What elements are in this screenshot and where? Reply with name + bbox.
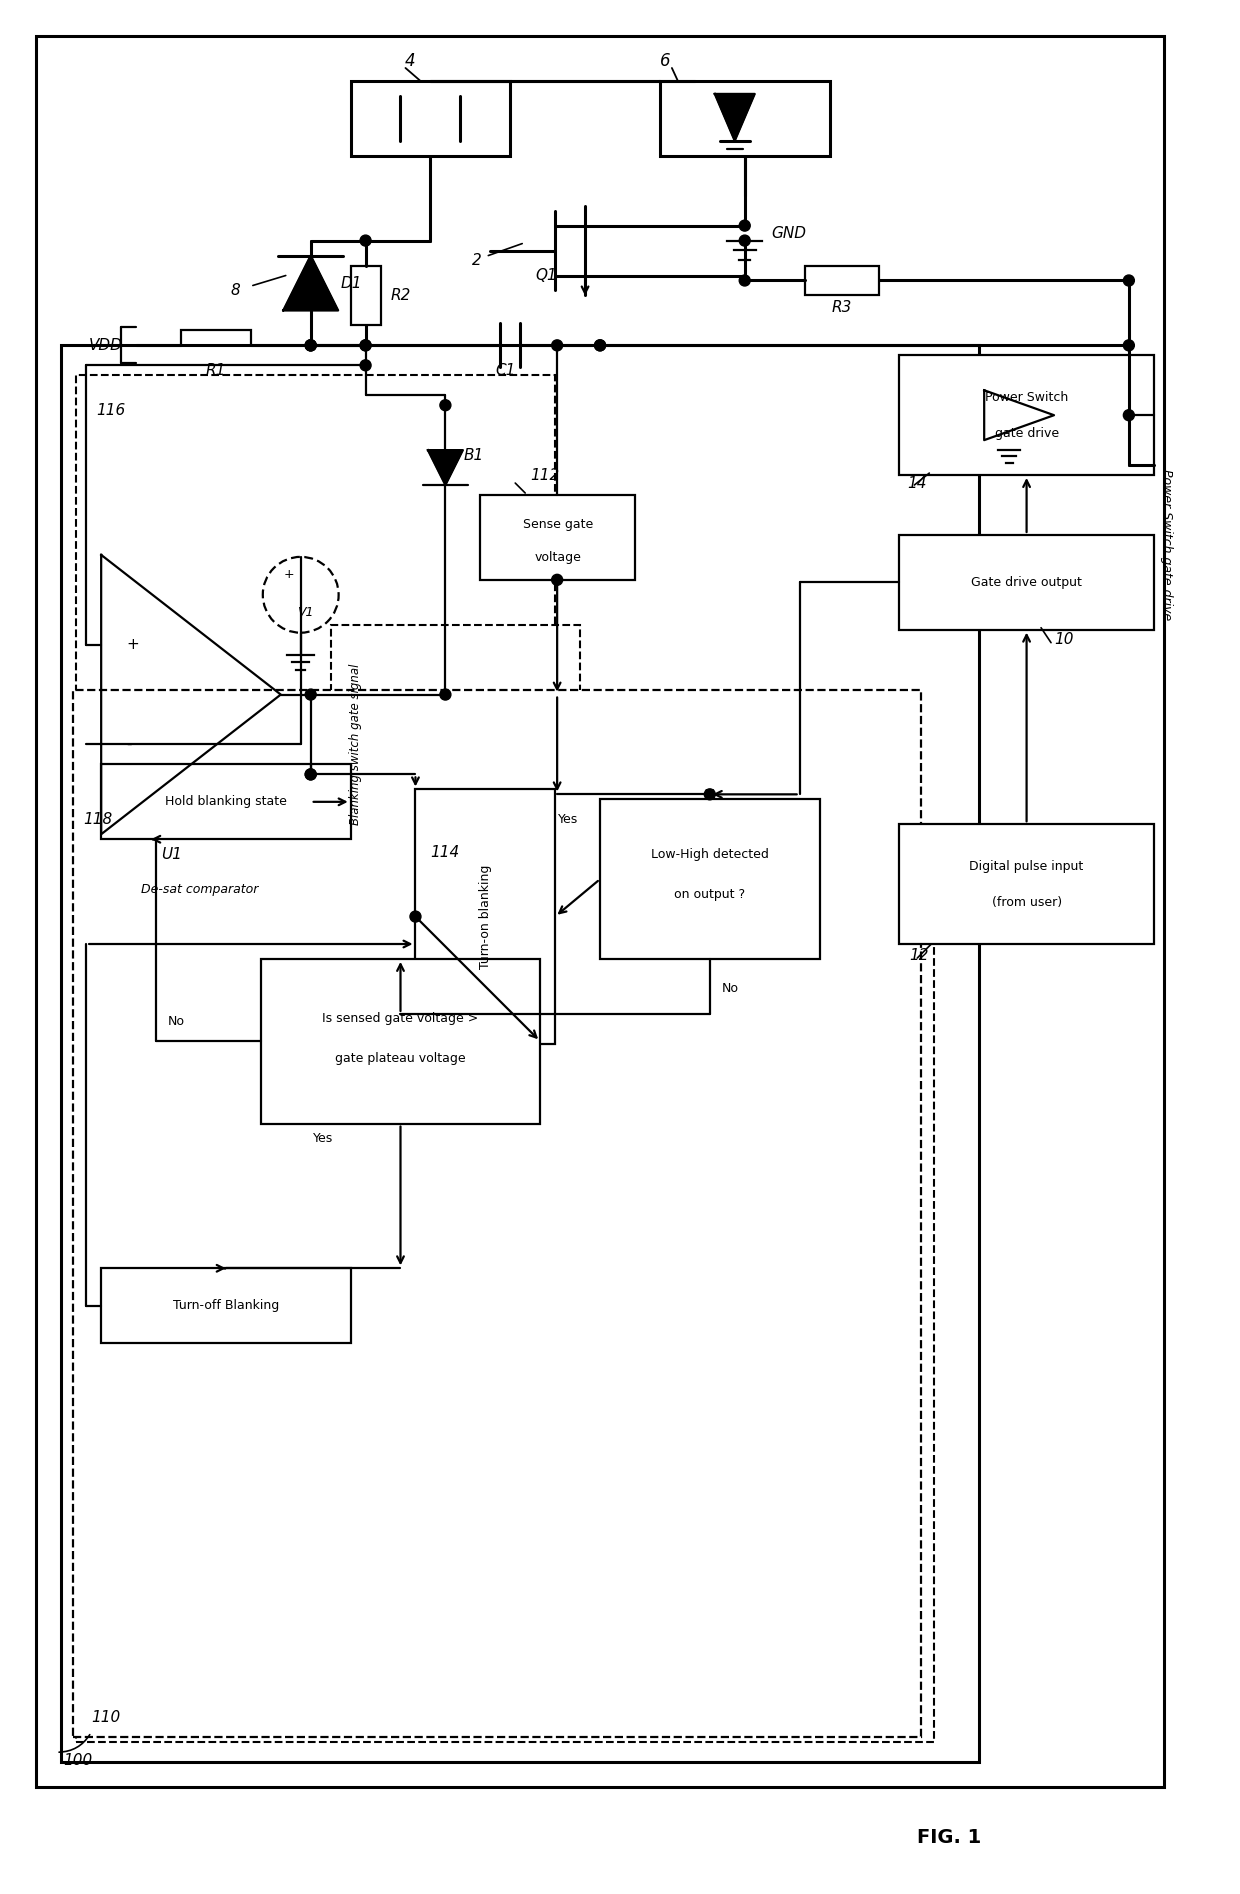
Bar — [76, 894, 934, 1742]
Bar — [102, 765, 351, 839]
Circle shape — [360, 339, 371, 350]
Bar — [260, 958, 541, 1123]
Text: 118: 118 — [83, 813, 113, 828]
Text: No: No — [722, 983, 739, 996]
Bar — [805, 265, 879, 295]
Circle shape — [360, 339, 371, 350]
Text: 10: 10 — [1054, 633, 1074, 648]
Text: 14: 14 — [908, 475, 926, 491]
Polygon shape — [283, 256, 339, 311]
Bar — [480, 494, 635, 580]
Bar — [102, 1269, 351, 1343]
Bar — [899, 356, 1153, 475]
Text: 100: 100 — [63, 1752, 93, 1767]
Circle shape — [1123, 409, 1135, 420]
Text: Hold blanking state: Hold blanking state — [165, 795, 286, 809]
Text: FIG. 1: FIG. 1 — [918, 1828, 981, 1847]
Text: Low-High detected: Low-High detected — [651, 849, 769, 860]
Text: B1: B1 — [464, 447, 484, 462]
Text: on output ?: on output ? — [675, 888, 745, 902]
Text: C1: C1 — [495, 364, 516, 377]
Text: De-sat comparator: De-sat comparator — [141, 883, 258, 896]
Text: Digital pulse input: Digital pulse input — [970, 860, 1084, 873]
Circle shape — [1123, 339, 1135, 350]
Text: V1: V1 — [298, 606, 314, 619]
Text: -: - — [126, 737, 131, 752]
Circle shape — [1123, 275, 1135, 286]
Polygon shape — [714, 95, 755, 140]
Circle shape — [305, 339, 316, 350]
Text: Power Switch gate drive: Power Switch gate drive — [1161, 470, 1173, 621]
Text: Q1: Q1 — [536, 269, 557, 282]
Text: voltage: voltage — [534, 551, 582, 564]
Bar — [899, 534, 1153, 629]
Text: Is sensed gate voltage >: Is sensed gate voltage > — [322, 1011, 479, 1025]
Bar — [351, 265, 381, 326]
Text: R3: R3 — [831, 299, 852, 314]
Text: gate plateau voltage: gate plateau voltage — [335, 1053, 466, 1064]
Text: Turn-off Blanking: Turn-off Blanking — [172, 1299, 279, 1313]
Text: R1: R1 — [206, 364, 226, 377]
Circle shape — [360, 360, 371, 371]
Text: +: + — [284, 568, 294, 581]
Text: D1: D1 — [341, 277, 362, 292]
Text: R2: R2 — [391, 288, 410, 303]
Polygon shape — [428, 451, 463, 485]
Text: VDD: VDD — [89, 337, 123, 352]
Bar — [415, 790, 556, 1044]
Circle shape — [410, 911, 420, 922]
Text: Sense gate: Sense gate — [522, 519, 593, 532]
Bar — [899, 824, 1153, 943]
Text: 114: 114 — [430, 845, 460, 860]
Text: Blanking switch gate signal: Blanking switch gate signal — [350, 663, 362, 826]
Bar — [600, 799, 820, 958]
Text: 4: 4 — [405, 51, 415, 70]
Circle shape — [305, 689, 316, 701]
Circle shape — [552, 574, 563, 585]
Bar — [351, 81, 510, 155]
Text: U1: U1 — [161, 847, 182, 862]
Text: GND: GND — [771, 225, 807, 241]
Circle shape — [360, 235, 371, 246]
Circle shape — [305, 339, 316, 350]
Text: 12: 12 — [909, 949, 929, 964]
Text: 6: 6 — [660, 51, 670, 70]
Circle shape — [305, 339, 316, 350]
Circle shape — [305, 769, 316, 780]
Text: 8: 8 — [231, 282, 241, 297]
Bar — [61, 345, 980, 1761]
Bar — [73, 689, 921, 1737]
Circle shape — [704, 790, 715, 799]
Circle shape — [552, 339, 563, 350]
Text: 2: 2 — [472, 254, 482, 269]
Bar — [76, 375, 556, 875]
Text: Yes: Yes — [312, 1133, 332, 1146]
Text: 116: 116 — [97, 403, 125, 419]
Text: Gate drive output: Gate drive output — [971, 576, 1083, 589]
Circle shape — [594, 339, 605, 350]
Circle shape — [594, 339, 605, 350]
Text: No: No — [167, 1015, 185, 1028]
Text: +: + — [126, 636, 139, 652]
Circle shape — [305, 769, 316, 780]
Circle shape — [739, 275, 750, 286]
Bar — [660, 81, 830, 155]
Circle shape — [440, 400, 451, 411]
Circle shape — [739, 220, 750, 231]
Text: Turn-on blanking: Turn-on blanking — [479, 864, 492, 968]
Text: 112: 112 — [531, 468, 559, 483]
Text: (from user): (from user) — [992, 896, 1061, 909]
Text: gate drive: gate drive — [994, 426, 1059, 439]
Bar — [331, 625, 580, 875]
Bar — [181, 330, 250, 360]
Circle shape — [440, 689, 451, 701]
Text: Power Switch: Power Switch — [985, 390, 1068, 403]
Text: Yes: Yes — [558, 813, 578, 826]
Text: 110: 110 — [92, 1710, 120, 1725]
Circle shape — [739, 235, 750, 246]
